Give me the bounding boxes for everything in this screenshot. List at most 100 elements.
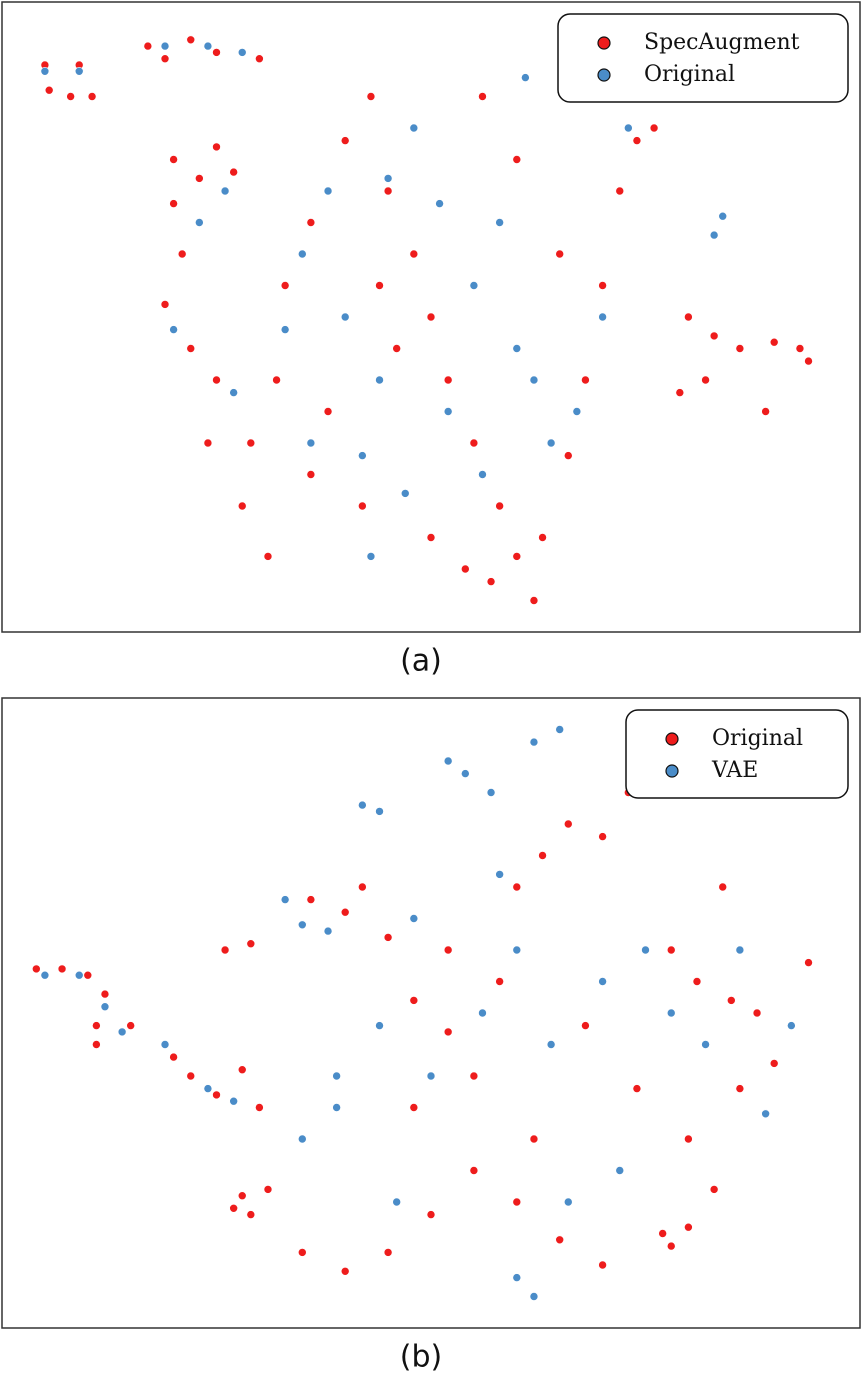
caption: (b): [400, 1340, 442, 1375]
point: [426, 312, 436, 322]
point: [323, 186, 333, 196]
legend: Original VAE: [625, 709, 849, 799]
point: [126, 1021, 135, 1030]
point: [246, 438, 256, 448]
legend-marker: [597, 68, 611, 82]
point: [272, 375, 281, 385]
point: [675, 388, 685, 397]
point: [804, 356, 813, 366]
point: [563, 1197, 573, 1207]
legend-marker: [665, 732, 679, 746]
point: [237, 48, 247, 57]
point: [512, 882, 522, 892]
point: [529, 1134, 539, 1144]
point: [666, 945, 676, 955]
point: [409, 914, 419, 923]
point: [375, 375, 384, 385]
point: [366, 552, 376, 561]
point: [598, 832, 607, 841]
chart: Original VAE (b): [1, 697, 861, 1375]
point: [375, 1021, 384, 1030]
point: [684, 1134, 693, 1144]
point: [692, 977, 702, 986]
point: [229, 1096, 238, 1106]
point: [735, 344, 745, 353]
point: [649, 123, 659, 133]
point: [358, 882, 367, 892]
point: [563, 819, 573, 829]
point: [426, 1210, 436, 1219]
point: [615, 1166, 625, 1175]
point: [212, 142, 221, 152]
point: [787, 1021, 796, 1030]
point: [658, 1229, 667, 1238]
point: [709, 331, 719, 341]
point: [666, 1008, 676, 1018]
point: [229, 1203, 238, 1213]
point: [555, 725, 565, 734]
point: [212, 375, 221, 385]
point: [478, 1008, 487, 1018]
point: [237, 501, 247, 511]
series: [40, 35, 813, 605]
point: [581, 1021, 590, 1030]
point: [40, 970, 50, 980]
chart: SpecAugment Original (a): [1, 1, 861, 679]
point: [478, 470, 487, 479]
point: [160, 54, 170, 64]
legend-label: Original: [644, 62, 735, 87]
point: [666, 1241, 676, 1251]
point: [795, 344, 805, 353]
point: [375, 807, 384, 816]
point: [632, 1084, 642, 1093]
point: [409, 249, 419, 259]
point: [461, 769, 470, 778]
series: [32, 788, 813, 1276]
point: [203, 438, 213, 448]
point: [297, 920, 307, 930]
point: [212, 48, 221, 57]
point: [186, 1071, 196, 1081]
point: [332, 1071, 341, 1081]
point: [263, 552, 273, 561]
point: [375, 281, 384, 290]
point: [177, 249, 187, 259]
point: [752, 1008, 762, 1018]
point: [495, 501, 504, 511]
point: [521, 73, 530, 82]
point: [100, 989, 110, 999]
point: [280, 895, 290, 904]
point: [709, 1185, 719, 1194]
point: [237, 1191, 247, 1201]
point: [512, 945, 522, 955]
point: [735, 1084, 745, 1093]
point: [383, 174, 393, 183]
point: [538, 851, 547, 860]
point: [297, 1134, 307, 1144]
point: [572, 407, 582, 416]
point: [143, 41, 153, 51]
point: [255, 1103, 264, 1112]
point: [366, 92, 376, 101]
point: [44, 85, 54, 95]
point: [495, 977, 504, 986]
point: [323, 926, 333, 936]
point: [709, 230, 719, 240]
point: [186, 344, 196, 353]
point: [409, 1103, 419, 1112]
point: [581, 375, 590, 385]
point: [169, 199, 178, 208]
point: [160, 1040, 170, 1049]
point: [358, 800, 367, 810]
point: [297, 249, 307, 259]
point: [641, 945, 650, 955]
point: [426, 1071, 436, 1081]
point: [92, 1040, 101, 1049]
legend-label: Original: [712, 726, 803, 751]
point: [340, 907, 350, 917]
series: [40, 725, 796, 1301]
point: [726, 996, 736, 1005]
point: [443, 945, 453, 955]
caption: (a): [400, 644, 442, 679]
